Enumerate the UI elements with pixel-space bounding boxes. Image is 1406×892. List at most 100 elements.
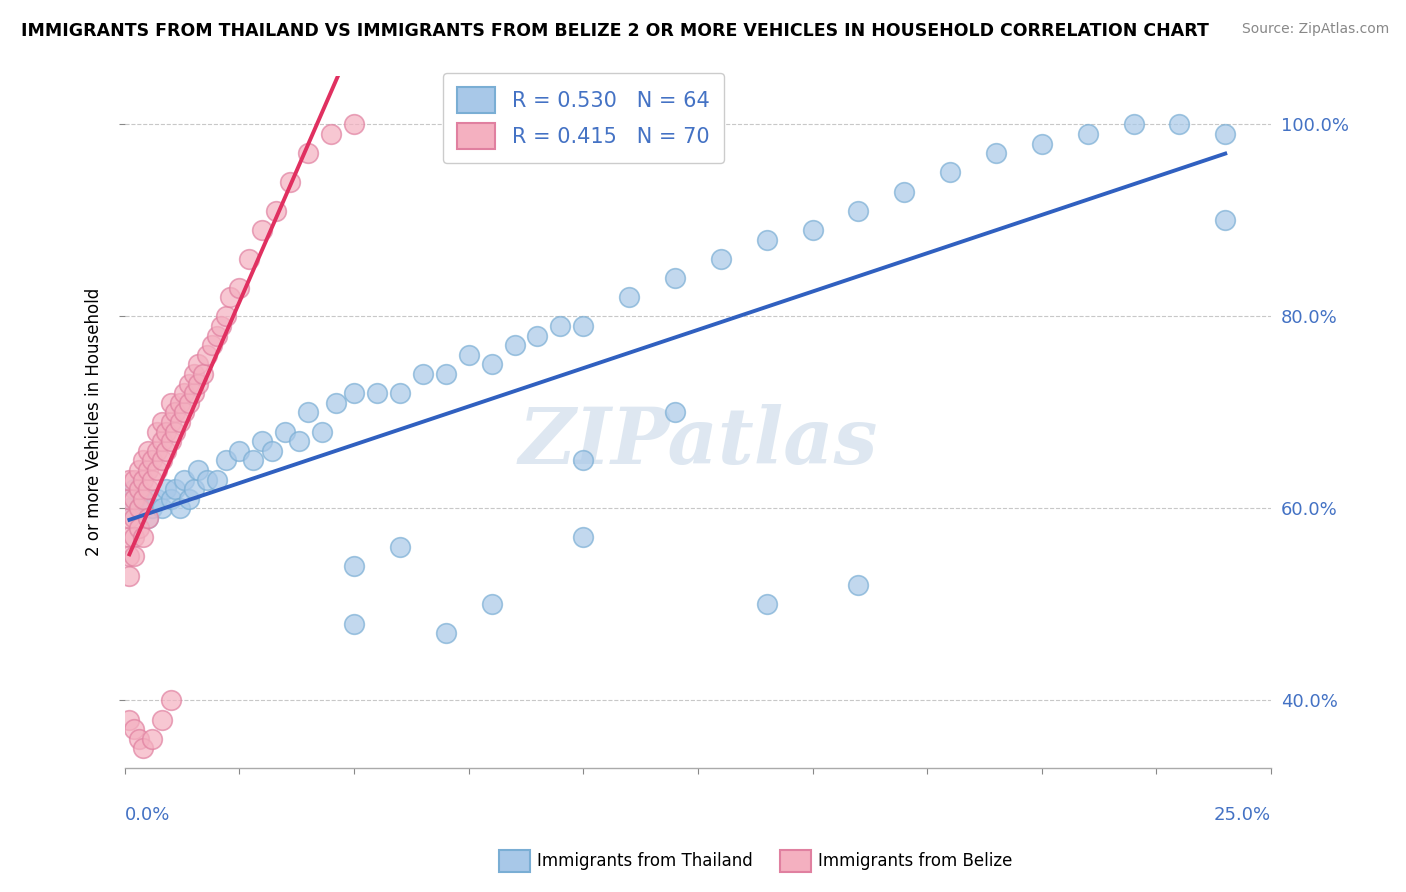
Point bbox=[118, 530, 141, 544]
Point bbox=[128, 731, 150, 746]
Point bbox=[132, 530, 155, 544]
Point bbox=[146, 463, 169, 477]
Point bbox=[195, 473, 218, 487]
Point bbox=[1213, 213, 1236, 227]
Point bbox=[146, 425, 169, 439]
Point bbox=[264, 203, 287, 218]
Point bbox=[343, 559, 366, 574]
Point bbox=[195, 348, 218, 362]
Legend: R = 0.530   N = 64, R = 0.415   N = 70: R = 0.530 N = 64, R = 0.415 N = 70 bbox=[443, 73, 724, 163]
Point bbox=[619, 290, 641, 304]
Point bbox=[177, 396, 200, 410]
Point bbox=[848, 203, 870, 218]
Point bbox=[122, 482, 145, 496]
Point bbox=[343, 616, 366, 631]
Point bbox=[136, 511, 159, 525]
Point bbox=[177, 491, 200, 506]
Point bbox=[118, 549, 141, 564]
Point bbox=[1077, 127, 1099, 141]
Point bbox=[165, 425, 187, 439]
Point bbox=[118, 713, 141, 727]
Point bbox=[177, 376, 200, 391]
Point bbox=[242, 453, 264, 467]
Point bbox=[457, 348, 479, 362]
Point bbox=[209, 318, 232, 333]
Point bbox=[118, 501, 141, 516]
Point bbox=[146, 443, 169, 458]
Point bbox=[122, 491, 145, 506]
Point bbox=[173, 405, 195, 419]
Point bbox=[343, 117, 366, 131]
Point bbox=[141, 473, 163, 487]
Point bbox=[136, 511, 159, 525]
Point bbox=[159, 396, 181, 410]
Point bbox=[165, 405, 187, 419]
Point bbox=[215, 310, 238, 324]
Point bbox=[132, 741, 155, 756]
Point bbox=[664, 271, 686, 285]
Point bbox=[159, 491, 181, 506]
Point bbox=[343, 386, 366, 401]
Point bbox=[146, 491, 169, 506]
Point bbox=[165, 482, 187, 496]
Point bbox=[128, 501, 150, 516]
Point bbox=[122, 473, 145, 487]
Point bbox=[388, 386, 411, 401]
Point bbox=[503, 338, 526, 352]
Point bbox=[572, 530, 595, 544]
Point bbox=[150, 434, 173, 449]
Point bbox=[252, 223, 274, 237]
Point bbox=[526, 328, 548, 343]
Point bbox=[260, 443, 283, 458]
Point bbox=[187, 376, 209, 391]
Text: ZIPatlas: ZIPatlas bbox=[519, 404, 877, 481]
Point bbox=[183, 367, 205, 381]
Point bbox=[228, 443, 250, 458]
Point bbox=[150, 415, 173, 429]
Point bbox=[132, 491, 155, 506]
Point bbox=[150, 453, 173, 467]
Point bbox=[219, 290, 242, 304]
Point bbox=[297, 146, 319, 161]
Point bbox=[155, 443, 177, 458]
Point bbox=[132, 491, 155, 506]
Point bbox=[183, 482, 205, 496]
Point bbox=[136, 482, 159, 496]
Point bbox=[118, 568, 141, 582]
Point bbox=[412, 367, 434, 381]
Point bbox=[984, 146, 1007, 161]
Point bbox=[128, 501, 150, 516]
Point bbox=[939, 165, 962, 179]
Point bbox=[132, 473, 155, 487]
Point bbox=[215, 453, 238, 467]
Point bbox=[288, 434, 311, 449]
Point bbox=[274, 425, 297, 439]
Point bbox=[173, 386, 195, 401]
Point bbox=[118, 511, 141, 525]
Point bbox=[187, 358, 209, 372]
Point bbox=[572, 318, 595, 333]
Point bbox=[1213, 127, 1236, 141]
Point bbox=[136, 443, 159, 458]
Point bbox=[893, 185, 915, 199]
Point bbox=[128, 521, 150, 535]
Text: Immigrants from Thailand: Immigrants from Thailand bbox=[537, 852, 752, 871]
Point bbox=[755, 233, 778, 247]
Point bbox=[118, 473, 141, 487]
Y-axis label: 2 or more Vehicles in Household: 2 or more Vehicles in Household bbox=[86, 288, 103, 556]
Point bbox=[801, 223, 824, 237]
Text: Immigrants from Belize: Immigrants from Belize bbox=[818, 852, 1012, 871]
Point bbox=[481, 358, 503, 372]
Point bbox=[118, 491, 141, 506]
Point bbox=[155, 482, 177, 496]
Point bbox=[311, 425, 333, 439]
Point bbox=[1168, 117, 1191, 131]
Point bbox=[128, 482, 150, 496]
Point bbox=[325, 396, 347, 410]
Point bbox=[205, 473, 228, 487]
Point bbox=[434, 367, 457, 381]
Point bbox=[434, 626, 457, 640]
Point bbox=[141, 453, 163, 467]
Point bbox=[141, 731, 163, 746]
Point bbox=[191, 367, 214, 381]
